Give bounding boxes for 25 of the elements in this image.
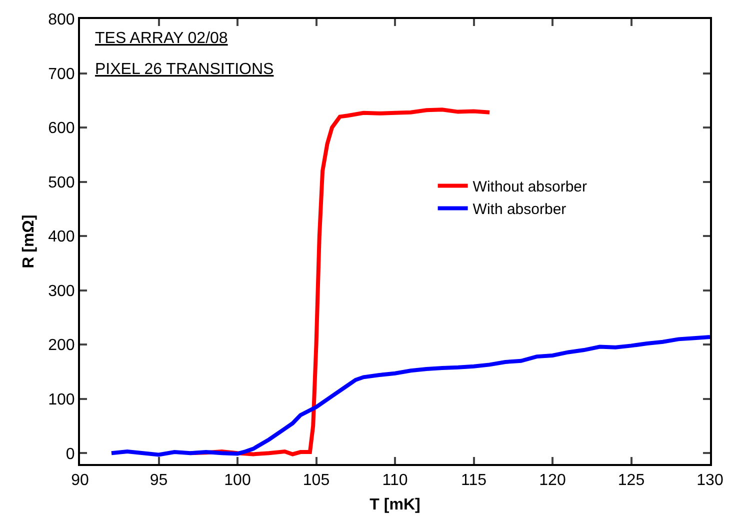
x-tick-label: 105 xyxy=(302,472,330,490)
y-tick-label: 100 xyxy=(48,391,75,408)
line-series xyxy=(110,335,710,457)
legend-label: With absorber xyxy=(472,201,566,218)
annotation: TES ARRAY 02/08 xyxy=(95,30,228,47)
annotation: PIXEL 26 TRANSITIONS xyxy=(95,61,274,78)
x-tick-label: 130 xyxy=(696,472,724,490)
x-axis-title: T [mK] xyxy=(370,496,420,514)
y-tick-label: 0 xyxy=(66,446,75,463)
y-tick-label: 300 xyxy=(48,282,75,300)
y-axis-title: R [mΩ] xyxy=(20,214,38,268)
x-tick-label: 115 xyxy=(460,472,487,490)
y-tick-label: 800 xyxy=(48,12,75,29)
y-tick-label: 400 xyxy=(48,228,75,246)
y-tick-label: 200 xyxy=(48,337,75,354)
x-tick-label: 120 xyxy=(539,472,566,490)
x-tick-label: 100 xyxy=(224,472,251,490)
x-tick-label: 125 xyxy=(618,472,645,490)
y-tick-label: 600 xyxy=(48,120,75,138)
y-tick-label: 700 xyxy=(48,66,75,83)
x-tick-label: 90 xyxy=(71,472,89,490)
x-tick-label: 110 xyxy=(382,472,408,490)
y-tick-label: 500 xyxy=(48,174,75,192)
legend-label: Without absorber xyxy=(472,178,588,196)
x-tick-label: 95 xyxy=(150,472,168,490)
